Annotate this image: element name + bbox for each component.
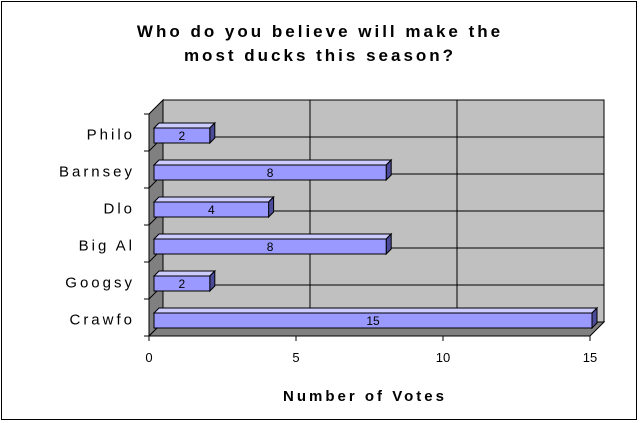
data-label-dlo: 4 [208,203,215,217]
x-axis-title: Number of Votes [283,388,447,405]
bar-top-big-al [152,233,393,240]
y-tick-label-barnsey: Barnsey [59,164,135,181]
x-tick-label-1: 5 [292,350,299,365]
chart-title-line-1: Who do you believe will make the [136,22,504,41]
data-label-googsy: 2 [179,277,186,291]
x-tick-label-3: 15 [583,350,597,365]
bar-philo [153,127,211,144]
bar-top-dlo [152,196,275,203]
chart-title: Who do you believe will make the most du… [0,20,640,68]
data-label-barnsey: 8 [267,166,274,180]
y-tick-label-philo: Philo [87,127,135,144]
bar-barnsey [153,164,387,181]
bar-top-googsy [152,270,217,277]
y-tick-label-big-al: Big Al [79,238,135,255]
y-tick-label-googsy: Googsy [65,275,135,292]
bar-top-crawfo [152,307,599,314]
x-tick-label-2: 10 [436,350,450,365]
bar-big-al [153,238,387,255]
bar-googsy [153,275,211,292]
data-label-big-al: 8 [267,240,274,254]
bar-dlo [153,201,270,218]
data-label-crawfo: 15 [366,314,380,328]
y-tick-label-crawfo: Crawfo [69,312,135,329]
data-label-philo: 2 [179,129,186,143]
bar-top-philo [152,122,217,129]
y-tick-label-dlo: Dlo [103,201,135,218]
bar-crawfo [153,312,593,329]
chart-title-line-2: most ducks this season? [183,46,457,65]
x-tick-label-0: 0 [145,350,152,365]
bar-top-barnsey [152,159,393,166]
